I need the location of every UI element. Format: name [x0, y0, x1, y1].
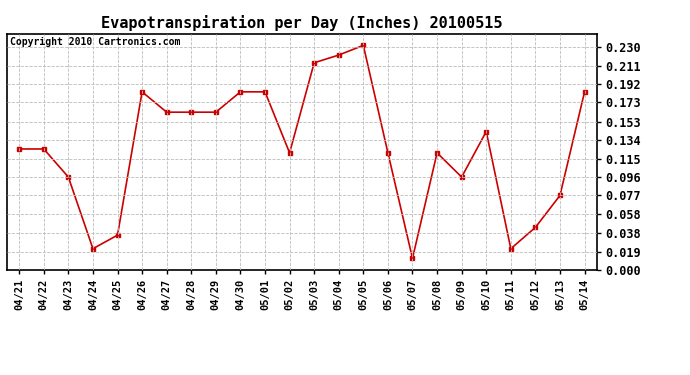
Text: Copyright 2010 Cartronics.com: Copyright 2010 Cartronics.com [10, 37, 180, 47]
Title: Evapotranspiration per Day (Inches) 20100515: Evapotranspiration per Day (Inches) 2010… [101, 15, 502, 31]
